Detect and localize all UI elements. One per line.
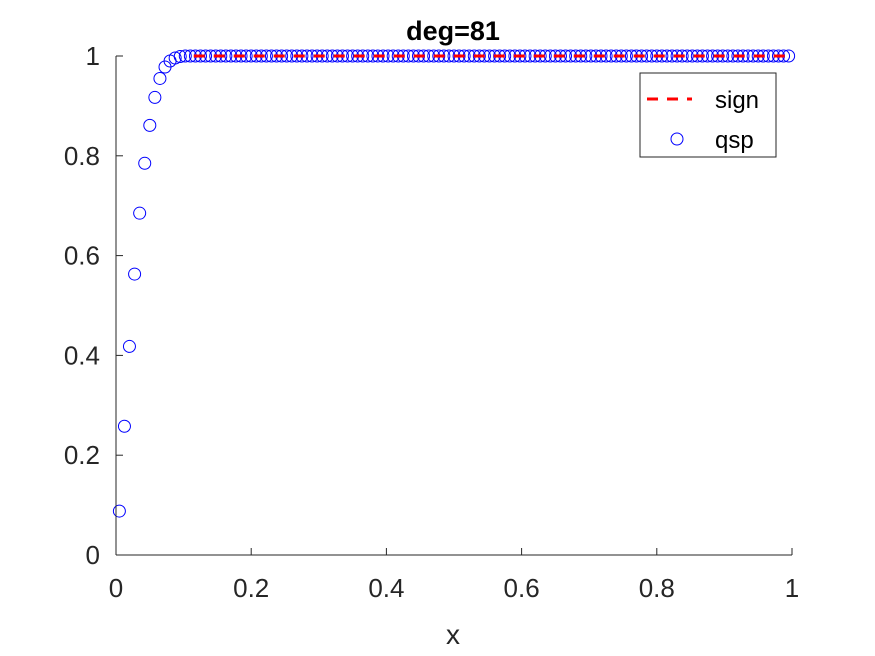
qsp-point <box>472 49 486 63</box>
qsp-point <box>133 206 147 220</box>
qsp-point <box>173 49 187 63</box>
x-tick-label: 0.6 <box>504 573 540 603</box>
legend-box <box>639 72 777 158</box>
x-axis-ticks: 0 0.2 0.4 0.6 0.8 1 <box>109 548 799 603</box>
x-tick-label: 0.4 <box>368 573 404 603</box>
qsp-point <box>128 267 142 281</box>
x-tick-label: 0 <box>109 573 123 603</box>
qsp-point <box>153 71 167 85</box>
y-tick-label: 0.4 <box>64 340 100 370</box>
qsp-point <box>148 90 162 104</box>
legend-qsp-label: qsp <box>715 127 754 154</box>
x-tick-label: 1 <box>785 573 799 603</box>
qsp-point <box>117 419 131 433</box>
y-tick-label: 0 <box>86 540 100 570</box>
y-tick-label: 1 <box>86 41 100 71</box>
axes-lines <box>115 56 792 556</box>
qsp-point <box>122 339 136 353</box>
qsp-point <box>178 49 192 63</box>
x-tick-label: 0.2 <box>233 573 269 603</box>
y-tick-label: 0.2 <box>64 440 100 470</box>
qsp-point <box>493 49 507 63</box>
legend: sign qsp <box>639 72 777 158</box>
qsp-point <box>138 156 152 170</box>
qsp-point <box>112 504 126 518</box>
qsp-point <box>168 51 182 65</box>
qsp-point <box>143 118 157 132</box>
chart-title: deg=81 <box>406 16 500 46</box>
legend-sign-label: sign <box>715 87 759 114</box>
y-axis-ticks: 0 0.2 0.4 0.6 0.8 1 <box>64 41 123 570</box>
qsp-point <box>432 49 446 63</box>
legend-qsp-swatch <box>670 132 684 146</box>
y-tick-label: 0.6 <box>64 241 100 271</box>
x-tick-label: 0.8 <box>639 573 675 603</box>
y-tick-label: 0.8 <box>64 141 100 171</box>
x-axis-label: x <box>446 619 460 650</box>
qsp-point <box>452 49 466 63</box>
